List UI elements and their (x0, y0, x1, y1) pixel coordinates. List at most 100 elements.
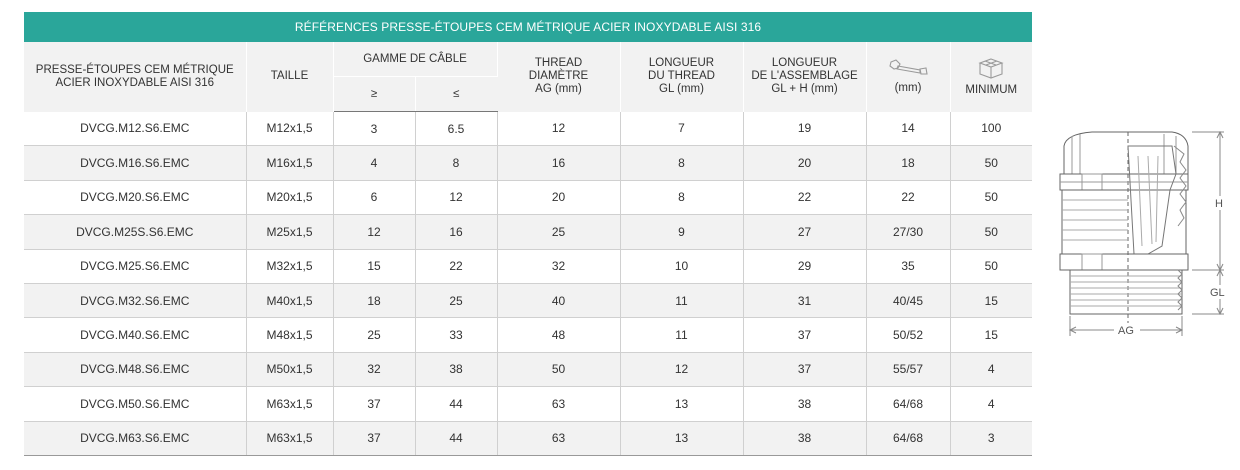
cell-thread-length: 11 (620, 283, 744, 319)
header-thread-diameter: THREAD DIAMÈTRE AG (mm) (497, 42, 621, 112)
table-row: DVCG.M40.S6.EMC M48x1,5 25 33 48 11 37 50/52 15 (24, 317, 1032, 353)
cell-assembly-length: 31 (743, 283, 867, 319)
header-wrench-unit: (mm) (894, 82, 922, 95)
header-assembly-length-line2: DE L'ASSEMBLAGE (751, 70, 858, 83)
cell-thread-length: 13 (620, 386, 744, 422)
header-thread-length-line2: DU THREAD (648, 70, 715, 83)
cell-cable-min: 4 (333, 145, 416, 181)
diagram-label-gl: GL (1210, 287, 1225, 299)
cell-thread-length: 10 (620, 249, 744, 284)
cell-cable-min: 37 (333, 386, 416, 422)
cell-cable-max: 38 (415, 352, 498, 388)
cell-thread-diameter: 20 (497, 180, 621, 216)
wrench-icon (889, 59, 928, 75)
cell-cable-max: 6.5 (415, 111, 498, 147)
cell-thread-length: 11 (620, 317, 744, 353)
cell-reference: DVCG.M25S.S6.EMC (24, 214, 247, 250)
cell-cable-max: 44 (415, 386, 498, 422)
cell-taille: M12x1,5 (246, 111, 334, 147)
cell-thread-diameter: 40 (497, 283, 621, 319)
cell-cable-min: 18 (333, 283, 416, 319)
diagram-label-h: H (1215, 198, 1223, 210)
cell-assembly-length: 20 (743, 145, 867, 181)
box-icon (978, 58, 1004, 79)
cell-minimum-qty: 50 (950, 180, 1032, 216)
cell-wrench-size: 22 (866, 180, 951, 216)
cell-minimum-qty: 50 (950, 145, 1032, 181)
cell-thread-length: 8 (620, 180, 744, 216)
cell-thread-length: 8 (620, 145, 744, 181)
cell-minimum-qty: 50 (950, 214, 1032, 250)
cell-assembly-length: 38 (743, 386, 867, 422)
cell-thread-diameter: 25 (497, 214, 621, 250)
cell-minimum-qty: 3 (950, 421, 1032, 456)
cell-cable-min: 12 (333, 214, 416, 250)
cell-thread-diameter: 16 (497, 145, 621, 181)
header-taille: TAILLE (246, 42, 334, 112)
cell-reference: DVCG.M12.S6.EMC (24, 111, 247, 147)
cell-minimum-qty: 50 (950, 249, 1032, 284)
cell-wrench-size: 18 (866, 145, 951, 181)
table-row: DVCG.M20.S6.EMC M20x1,5 6 12 20 8 22 22 50 (24, 180, 1032, 216)
header-thread-diameter-line1: THREAD (534, 57, 583, 70)
header-thread-length-line3: GL (mm) (659, 83, 704, 96)
header-thread-diameter-line3: AG (mm) (535, 83, 582, 96)
header-wrench: (mm) (866, 42, 951, 112)
cell-cable-max: 22 (415, 249, 498, 284)
table-title: RÉFÉRENCES PRESSE-ÉTOUPES CEM MÉTRIQUE A… (24, 12, 1032, 42)
cell-reference: DVCG.M32.S6.EMC (24, 283, 247, 319)
cell-taille: M25x1,5 (246, 214, 334, 250)
cell-taille: M63x1,5 (246, 386, 334, 422)
header-reference-line2: ACIER INOXYDABLE AISI 316 (55, 76, 214, 89)
cell-thread-diameter: 50 (497, 352, 621, 388)
table-row: DVCG.M12.S6.EMC M12x1,5 3 6.5 12 7 19 14 100 (24, 111, 1032, 147)
cell-minimum-qty: 15 (950, 283, 1032, 319)
cell-assembly-length: 37 (743, 352, 867, 388)
cell-assembly-length: 27 (743, 214, 867, 250)
table-row: DVCG.M63.S6.EMC M63x1,5 37 44 63 13 38 64/68 3 (24, 421, 1032, 456)
cell-cable-max: 33 (415, 317, 498, 353)
cell-cable-max: 44 (415, 421, 498, 456)
table-row: DVCG.M48.S6.EMC M50x1,5 32 38 50 12 37 55/57 4 (24, 352, 1032, 388)
cell-taille: M16x1,5 (246, 145, 334, 181)
table-row: DVCG.M50.S6.EMC M63x1,5 37 44 63 13 38 64/68 4 (24, 386, 1032, 422)
cell-cable-max: 25 (415, 283, 498, 319)
cell-reference: DVCG.M40.S6.EMC (24, 317, 247, 353)
cell-thread-diameter: 12 (497, 111, 621, 147)
cell-taille: M40x1,5 (246, 283, 334, 319)
cell-reference: DVCG.M16.S6.EMC (24, 145, 247, 181)
cell-reference: DVCG.M25.S6.EMC (24, 249, 247, 284)
cell-wrench-size: 35 (866, 249, 951, 284)
header-thread-length-line1: LONGUEUR (648, 57, 715, 70)
cell-thread-diameter: 63 (497, 386, 621, 422)
cell-taille: M32x1,5 (246, 249, 334, 284)
cell-thread-length: 12 (620, 352, 744, 388)
cell-cable-min: 32 (333, 352, 416, 388)
table-body: DVCG.M12.S6.EMC M12x1,5 3 6.5 12 7 19 14 100 DVCG… (24, 111, 1032, 456)
cell-assembly-length: 29 (743, 249, 867, 284)
cell-wrench-size: 64/68 (866, 421, 951, 456)
cell-wrench-size: 40/45 (866, 283, 951, 319)
cell-minimum-qty: 4 (950, 386, 1032, 422)
header-minimum: MINIMUM (950, 42, 1032, 112)
table-row: DVCG.M25S.S6.EMC M25x1,5 12 16 25 9 27 27/30 50 (24, 214, 1032, 250)
header-reference: PRESSE-ÉTOUPES CEM MÉTRIQUE ACIER INOXYD… (24, 42, 247, 112)
cell-reference: DVCG.M63.S6.EMC (24, 421, 247, 456)
cell-cable-min: 37 (333, 421, 416, 456)
table-row: DVCG.M32.S6.EMC M40x1,5 18 25 40 11 31 40/45 15 (24, 283, 1032, 319)
cell-assembly-length: 22 (743, 180, 867, 216)
cell-taille: M50x1,5 (246, 352, 334, 388)
cell-minimum-qty: 4 (950, 352, 1032, 388)
cell-wrench-size: 64/68 (866, 386, 951, 422)
header-gamme-min: ≥ (333, 76, 416, 112)
cell-thread-length: 7 (620, 111, 744, 147)
cell-assembly-length: 38 (743, 421, 867, 456)
diagram-label-ag: AG (1118, 325, 1134, 337)
cell-cable-max: 8 (415, 145, 498, 181)
header-reference-line1: PRESSE-ÉTOUPES CEM MÉTRIQUE (35, 63, 234, 76)
cell-taille: M63x1,5 (246, 421, 334, 456)
cell-assembly-length: 37 (743, 317, 867, 353)
header-minimum-label: MINIMUM (965, 84, 1018, 97)
cell-wrench-size: 50/52 (866, 317, 951, 353)
cell-cable-min: 15 (333, 249, 416, 284)
